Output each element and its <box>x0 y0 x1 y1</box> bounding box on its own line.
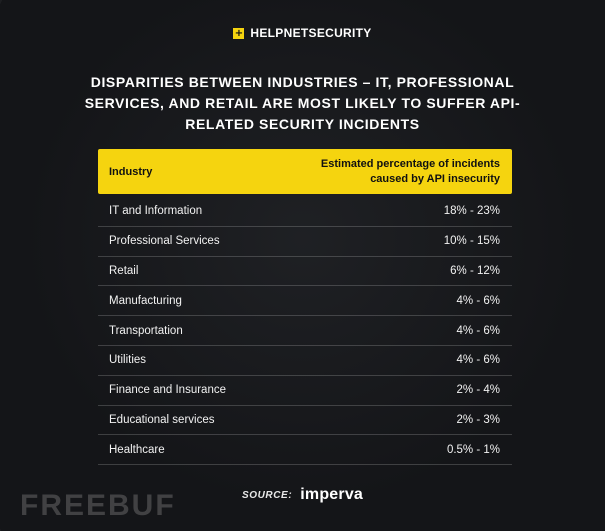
percentage-cell: 2% - 4% <box>456 384 500 397</box>
table-row: Manufacturing 4% - 6% <box>98 286 512 317</box>
percentage-cell: 4% - 6% <box>456 294 500 307</box>
table-row: Educational services 2% - 3% <box>98 406 512 436</box>
chart-title: DISPARITIES BETWEEN INDUSTRIES – IT, PRO… <box>84 74 521 132</box>
industry-cell: Utilities <box>109 354 147 367</box>
table-row: Utilities 4% - 6% <box>98 346 512 376</box>
percentage-cell: 4% - 6% <box>456 354 500 367</box>
table-row: Healthcare 0.5% - 1% <box>98 435 512 466</box>
industry-cell: Retail <box>109 264 139 277</box>
percentage-cell: 4% - 6% <box>456 324 500 337</box>
column-header-percentage: Estimated percentage of incidents caused… <box>320 157 500 185</box>
industry-cell: Educational services <box>109 413 215 426</box>
industry-cell: Professional Services <box>109 235 220 248</box>
percentage-cell: 2% - 3% <box>456 413 500 426</box>
imperva-logo: imperva <box>300 486 364 503</box>
source-line: SOURCE: imperva <box>0 486 605 504</box>
percentage-cell: 0.5% - 1% <box>446 443 500 456</box>
industry-cell: Healthcare <box>109 443 165 456</box>
freebuf-watermark: FREEBUF <box>20 489 176 522</box>
table-row: Retail 6% - 12% <box>98 257 512 287</box>
industry-cell: Transportation <box>109 324 183 337</box>
incidents-table: Industry Estimated percentage of inciden… <box>98 149 512 466</box>
industry-cell: Manufacturing <box>109 294 182 307</box>
table-row: Transportation 4% - 6% <box>98 316 512 346</box>
table-row: Professional Services 10% - 15% <box>98 227 512 257</box>
table-row: Finance and Insurance 2% - 4% <box>98 376 512 406</box>
source-label: SOURCE: <box>241 489 293 501</box>
table-header: Industry Estimated percentage of inciden… <box>98 149 512 194</box>
column-header-industry: Industry <box>109 165 153 178</box>
percentage-cell: 10% - 15% <box>443 235 500 248</box>
brand-plus-icon: + <box>233 27 245 39</box>
industry-cell: Finance and Insurance <box>109 384 226 397</box>
percentage-cell: 18% - 23% <box>443 205 500 218</box>
industry-cell: IT and Information <box>109 205 203 218</box>
percentage-cell: 6% - 12% <box>450 264 500 277</box>
table-row: IT and Information 18% - 23% <box>98 197 512 227</box>
brand-name: HELPNETSECURITY <box>250 26 372 40</box>
brand-header: + HELPNETSECURITY <box>0 26 605 40</box>
table-body: IT and Information 18% - 23% Professional … <box>98 197 512 466</box>
